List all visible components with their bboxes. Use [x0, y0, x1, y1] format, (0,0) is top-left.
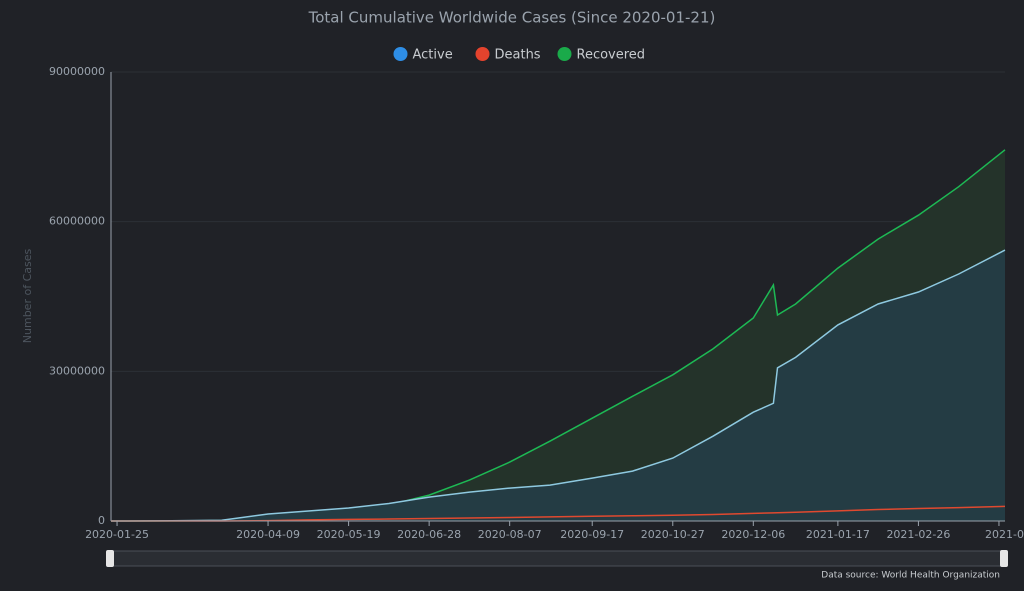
- y-tick-label: 0: [98, 514, 105, 527]
- x-tick-label: 2020-01-25: [85, 528, 149, 541]
- legend-label[interactable]: Active: [413, 48, 453, 63]
- series-line: [111, 505, 1006, 522]
- range-slider[interactable]: [107, 550, 1007, 567]
- y-tick-label: 90000000: [49, 65, 105, 78]
- source-note: Data source: World Health Organization: [821, 571, 1000, 581]
- legend-label[interactable]: Recovered: [577, 48, 646, 63]
- x-tick-label: 2020-04-09: [236, 528, 300, 541]
- x-tick-label: 2021-0: [985, 528, 1024, 541]
- x-tick-label: 2020-06-28: [397, 528, 461, 541]
- x-tick-label: 2020-08-07: [478, 528, 542, 541]
- legend-marker[interactable]: [393, 47, 408, 61]
- legend-marker[interactable]: [475, 47, 490, 61]
- slider-handle[interactable]: [106, 550, 114, 567]
- chart-title: Total Cumulative Worldwide Cases (Since …: [308, 9, 716, 27]
- y-tick-label: 30000000: [49, 364, 105, 377]
- x-tick-label: 2020-12-06: [721, 528, 785, 541]
- area-fill: [111, 250, 1005, 521]
- series-line: [110, 249, 1006, 522]
- x-tick-label: 2020-05-19: [317, 528, 381, 541]
- legend-label[interactable]: Deaths: [495, 48, 541, 63]
- slider-handle[interactable]: [1000, 550, 1008, 567]
- x-tick-label: 2020-09-17: [560, 528, 624, 541]
- y-tick-label: 60000000: [49, 215, 105, 228]
- y-axis-label: Number of Cases: [21, 249, 34, 344]
- x-tick-label: 2020-10-27: [641, 528, 705, 541]
- x-tick-label: 2021-02-26: [886, 528, 950, 541]
- x-tick-label: 2021-01-17: [806, 528, 870, 541]
- legend-marker[interactable]: [557, 47, 572, 61]
